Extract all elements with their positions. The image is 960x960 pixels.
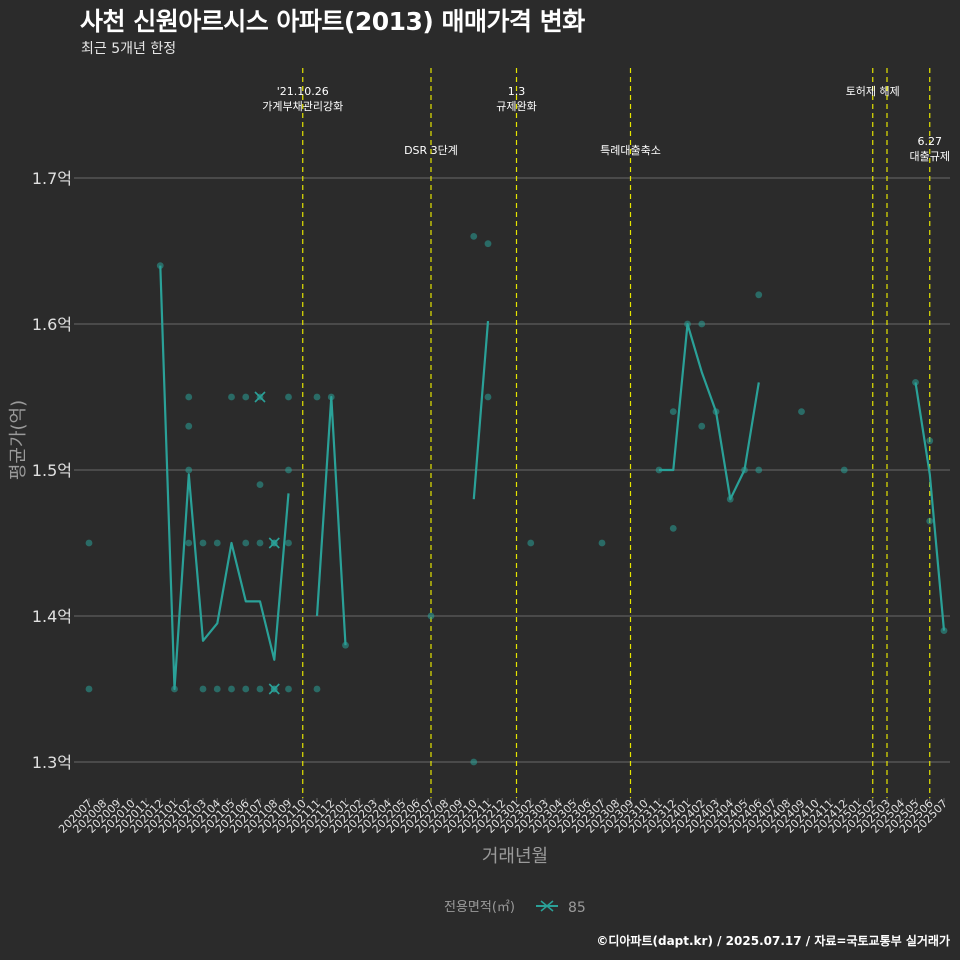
x-tick-labels: 2020072020082020092020102020112020122021… xyxy=(56,797,950,836)
data-point xyxy=(256,685,264,693)
data-point xyxy=(755,291,763,299)
data-point xyxy=(156,262,164,269)
data-points xyxy=(85,233,948,766)
data-point xyxy=(313,685,321,693)
data-point xyxy=(655,466,663,474)
data-point xyxy=(669,408,677,415)
cross-marker xyxy=(268,683,280,695)
data-point xyxy=(940,627,948,634)
data-point xyxy=(712,408,720,415)
data-point xyxy=(470,758,478,766)
data-point xyxy=(185,539,193,547)
legend-label-85: 85 xyxy=(568,900,586,916)
data-point xyxy=(270,685,278,693)
data-point xyxy=(228,393,235,401)
data-point xyxy=(171,685,178,693)
y-tick-label: 1.6억 xyxy=(32,315,72,334)
data-point xyxy=(256,539,264,547)
data-point xyxy=(256,393,264,401)
data-point xyxy=(926,437,934,445)
event-label: '21.10.26 가계부채관리강화 xyxy=(262,85,343,113)
grid-lines xyxy=(74,177,950,763)
data-point xyxy=(427,612,435,620)
data-point xyxy=(285,393,292,401)
data-point xyxy=(85,685,93,693)
event-label: 토허제 해제 xyxy=(846,84,900,98)
cross-marker xyxy=(268,537,280,549)
data-point xyxy=(285,685,292,693)
data-point xyxy=(270,539,278,547)
data-point xyxy=(726,495,734,503)
data-point xyxy=(798,408,805,415)
x-axis-title: 거래년월 xyxy=(482,846,548,867)
data-point xyxy=(185,466,193,474)
data-point xyxy=(527,539,535,547)
data-point xyxy=(228,685,235,693)
event-label: DSR 3단계 xyxy=(404,144,458,157)
y-tick-label: 1.4억 xyxy=(32,607,72,626)
chart-subtitle: 최근 5개년 한정 xyxy=(81,41,177,57)
data-point xyxy=(213,685,221,693)
data-point xyxy=(484,393,492,401)
data-point xyxy=(598,539,606,547)
data-point xyxy=(256,481,264,488)
y-tick-label: 1.7억 xyxy=(32,169,72,188)
y-tick-labels: 1.3억 1.4억 1.5억 1.6억 1.7억 xyxy=(32,169,72,772)
data-point xyxy=(242,539,250,547)
legend-title: 전용면적(㎡) xyxy=(444,900,515,915)
data-point xyxy=(185,393,193,401)
legend: 전용면적(㎡) 85 xyxy=(444,900,586,916)
series-line xyxy=(914,382,946,631)
chart-title: 사천 신원아르시스 아파트(2013) 매매가격 변화 xyxy=(80,7,585,36)
y-axis-title: 평균가(억) xyxy=(8,400,29,480)
data-point xyxy=(185,422,193,430)
data-point xyxy=(684,320,691,328)
data-point xyxy=(313,393,321,401)
legend-key-85 xyxy=(536,900,558,912)
data-point xyxy=(327,393,335,401)
event-label: 6.27 대출규제 xyxy=(910,135,950,163)
event-label: 특례대출축소 xyxy=(600,144,661,157)
data-point xyxy=(755,466,763,474)
event-label: 1.3 규제완화 xyxy=(496,85,536,113)
data-point xyxy=(285,466,292,474)
data-point xyxy=(285,539,292,547)
cross-marker xyxy=(254,391,266,403)
data-point xyxy=(199,539,207,547)
series-line xyxy=(659,322,760,501)
data-point xyxy=(242,393,250,401)
y-tick-label: 1.3억 xyxy=(32,753,72,772)
data-point xyxy=(85,539,93,547)
data-point xyxy=(698,422,706,430)
legend-key-cross xyxy=(540,900,554,912)
series-lines xyxy=(159,265,946,691)
data-point xyxy=(926,517,934,525)
data-point xyxy=(242,685,250,693)
y-tick-label: 1.5억 xyxy=(32,461,72,480)
series-line xyxy=(159,265,290,691)
data-point xyxy=(912,379,919,386)
data-point xyxy=(840,466,848,474)
data-point xyxy=(213,539,221,547)
data-point xyxy=(484,240,492,248)
data-point xyxy=(741,466,748,474)
data-point xyxy=(470,233,478,240)
data-point xyxy=(698,320,706,328)
data-point xyxy=(199,685,207,693)
data-point xyxy=(342,641,349,649)
series-line xyxy=(472,321,490,500)
series-line xyxy=(315,395,347,646)
data-point xyxy=(669,525,677,532)
source-caption: ©디아파트(dapt.kr) / 2025.07.17 / 자료=국토교통부 실… xyxy=(596,934,950,948)
